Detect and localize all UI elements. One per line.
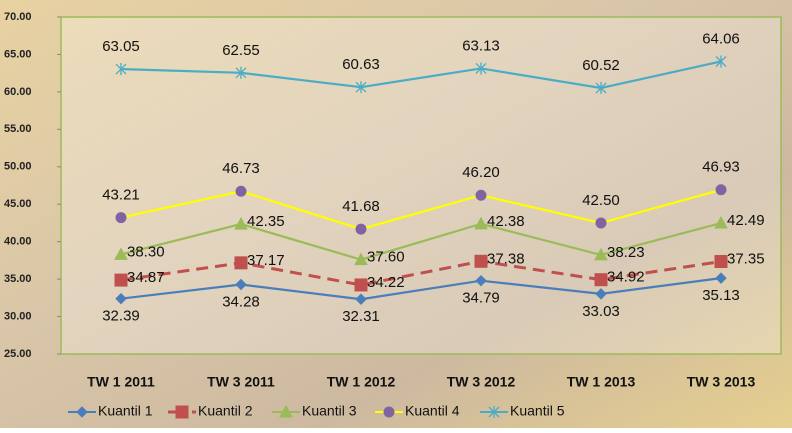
data-label: 32.31 [342, 308, 380, 325]
data-label: 34.92 [607, 269, 645, 286]
data-label: 60.63 [342, 56, 380, 73]
marker [474, 254, 488, 268]
marker [234, 217, 248, 230]
data-label: 38.30 [127, 243, 165, 260]
y-tick-label: 35.00 [4, 273, 32, 285]
x-tick-label: TW 3 2013 [687, 374, 756, 390]
marker [355, 293, 367, 305]
marker [114, 247, 128, 260]
legend-marker [175, 405, 189, 419]
marker [475, 274, 487, 287]
y-tick-label: 45.00 [4, 198, 32, 210]
plot-area [60, 16, 782, 355]
data-label: 33.03 [582, 303, 620, 320]
series-line [120, 188, 722, 231]
legend-label: Kuantil 4 [405, 403, 460, 419]
legend-label: Kuantil 2 [198, 403, 253, 419]
marker [234, 256, 248, 270]
marker [595, 81, 607, 94]
marker [715, 272, 727, 284]
legend-marker [488, 406, 500, 418]
y-tick-label: 70.00 [4, 11, 32, 23]
y-tick-label: 60.00 [4, 86, 32, 98]
data-label: 62.55 [222, 42, 260, 59]
data-label: 34.79 [462, 290, 500, 307]
marker [355, 223, 367, 235]
x-tick-label: TW 1 2012 [327, 374, 396, 390]
y-tick-label: 40.00 [4, 236, 32, 248]
data-label: 38.23 [607, 244, 645, 261]
marker [235, 185, 247, 197]
data-label: 34.87 [127, 269, 165, 286]
y-tick-label: 50.00 [4, 161, 32, 173]
y-tick-label: 55.00 [4, 123, 32, 135]
data-label: 42.49 [727, 212, 765, 229]
y-tick-label: 30.00 [4, 310, 32, 322]
marker [235, 278, 247, 291]
marker [115, 212, 127, 224]
data-label: 43.21 [102, 187, 140, 204]
data-label: 46.93 [702, 159, 740, 176]
data-label: 32.39 [102, 308, 140, 325]
marker [235, 66, 247, 79]
data-label: 46.20 [462, 164, 500, 181]
data-label: 37.38 [487, 250, 525, 267]
marker [115, 63, 127, 76]
marker [355, 81, 367, 94]
legend-label: Kuantil 1 [98, 403, 153, 419]
data-label: 34.22 [367, 274, 405, 291]
data-label: 41.68 [342, 198, 380, 215]
marker [714, 215, 728, 229]
legend-marker [383, 406, 395, 418]
series-line [120, 60, 722, 90]
legend-label: Kuantil 3 [302, 403, 357, 419]
marker [354, 252, 368, 266]
data-label: 63.05 [102, 38, 140, 55]
series-line [120, 259, 722, 287]
x-tick-label: TW 1 2011 [87, 374, 155, 390]
marker [715, 184, 727, 196]
data-label: 60.52 [582, 57, 620, 74]
data-label: 64.06 [702, 30, 740, 47]
data-label: 42.50 [582, 192, 620, 209]
data-label: 63.13 [462, 37, 500, 54]
marker [594, 247, 608, 261]
marker [115, 292, 127, 305]
marker [715, 55, 727, 68]
data-label: 37.60 [367, 249, 405, 266]
marker [595, 217, 607, 229]
x-tick-label: TW 3 2012 [447, 374, 516, 390]
series-line [120, 221, 722, 261]
data-label: 37.17 [247, 252, 285, 269]
data-label: 46.73 [222, 160, 260, 177]
marker [594, 273, 608, 287]
x-tick-label: TW 1 2013 [567, 374, 636, 390]
marker [354, 278, 368, 292]
marker [114, 273, 128, 287]
data-label: 35.13 [702, 287, 740, 304]
x-tick-label: TW 3 2011 [207, 374, 275, 390]
legend-marker [279, 404, 293, 418]
marker [595, 288, 607, 300]
series-line [120, 277, 722, 301]
data-label: 34.28 [222, 293, 260, 310]
marker [714, 255, 728, 269]
marker [475, 62, 487, 75]
data-label: 37.35 [727, 250, 765, 267]
marker [475, 189, 487, 201]
data-label: 42.35 [247, 213, 285, 230]
legend-marker [76, 406, 88, 418]
data-label: 42.38 [487, 213, 525, 230]
y-tick-label: 25.00 [4, 348, 32, 360]
legend-label: Kuantil 5 [510, 403, 565, 419]
marker [474, 216, 488, 230]
y-tick-label: 65.00 [4, 48, 32, 60]
